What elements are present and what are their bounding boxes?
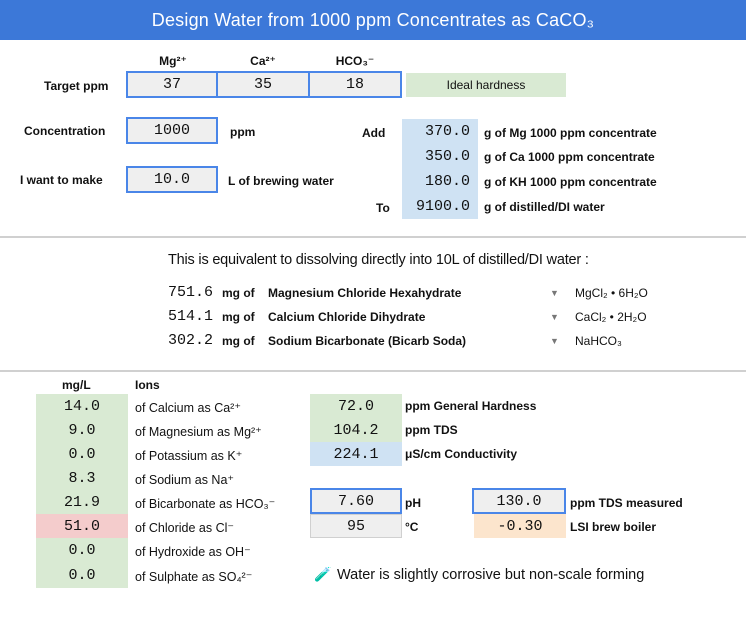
nahco3-amount: 302.2 bbox=[168, 332, 214, 349]
ion-value-chloride: 51.0 bbox=[36, 514, 128, 538]
temperature-input[interactable]: 95 bbox=[310, 514, 402, 538]
chevron-down-icon[interactable]: ▼ bbox=[550, 288, 559, 298]
ca-concentrate-amount: 350.0 bbox=[402, 144, 478, 169]
mgcl2-salt: Magnesium Chloride Hexahydrate bbox=[268, 286, 462, 300]
cacl2-unit: mg of bbox=[222, 310, 255, 324]
tds-measured-input[interactable]: 130.0 bbox=[472, 488, 566, 514]
conductivity-label: μS/cm Conductivity bbox=[405, 447, 518, 461]
mg-concentrate-amount: 370.0 bbox=[402, 119, 478, 144]
ion-value: 0.0 bbox=[36, 538, 128, 562]
chevron-down-icon[interactable]: ▼ bbox=[550, 336, 559, 346]
mgcl2-amount: 751.6 bbox=[168, 284, 214, 301]
make-label: I want to make bbox=[20, 173, 103, 187]
ion-label: of Chloride as Cl⁻ bbox=[135, 521, 234, 535]
conductivity-value: 224.1 bbox=[310, 442, 402, 466]
target-hco3-input[interactable]: 18 bbox=[308, 71, 402, 98]
section-divider bbox=[0, 236, 746, 238]
ion-label: of Bicarbonate as HCO₃⁻ bbox=[135, 497, 276, 511]
nahco3-unit: mg of bbox=[222, 334, 255, 348]
verdict-text: Water is slightly corrosive but non-scal… bbox=[337, 567, 645, 583]
tds-value: 104.2 bbox=[310, 418, 402, 442]
to-label: To bbox=[376, 201, 390, 215]
concentration-unit: ppm bbox=[230, 125, 256, 139]
tds-measured-label: ppm TDS measured bbox=[570, 496, 683, 510]
kh-concentrate-amount: 180.0 bbox=[402, 169, 478, 194]
target-mg-input[interactable]: 37 bbox=[126, 71, 218, 98]
section-divider bbox=[0, 370, 746, 372]
ion-label: of Sulphate as SO₄²⁻ bbox=[135, 570, 253, 584]
ion-value: 14.0 bbox=[36, 394, 128, 418]
add-label: Add bbox=[362, 126, 386, 140]
ion-label: of Potassium as K⁺ bbox=[135, 449, 243, 463]
equivalent-heading: This is equivalent to dissolving directl… bbox=[168, 252, 589, 268]
concentration-input[interactable]: 1000 bbox=[126, 117, 218, 144]
chevron-down-icon[interactable]: ▼ bbox=[550, 312, 559, 322]
ion-value: 0.0 bbox=[36, 442, 128, 466]
hardness-status: Ideal hardness bbox=[406, 73, 566, 97]
header-ca: Ca²⁺ bbox=[250, 54, 276, 68]
ion-value: 21.9 bbox=[36, 490, 128, 514]
target-ca-input[interactable]: 35 bbox=[216, 71, 310, 98]
temperature-label: °C bbox=[405, 520, 419, 534]
ca-concentrate-desc: g of Ca 1000 ppm concentrate bbox=[484, 150, 655, 164]
nahco3-formula[interactable]: NaHCO₃ bbox=[575, 334, 622, 348]
mg-concentrate-desc: g of Mg 1000 ppm concentrate bbox=[484, 126, 657, 140]
test-tube-icon: 🧪 bbox=[314, 566, 332, 582]
di-water-desc: g of distilled/DI water bbox=[484, 200, 605, 214]
ph-label: pH bbox=[405, 496, 421, 510]
cacl2-amount: 514.1 bbox=[168, 308, 214, 325]
make-unit: L of brewing water bbox=[228, 174, 334, 188]
ion-label: of Hydroxide as OH⁻ bbox=[135, 545, 251, 559]
cacl2-formula[interactable]: CaCl₂ • 2H₂O bbox=[575, 310, 647, 324]
header-mg: Mg²⁺ bbox=[159, 54, 187, 68]
tds-label: ppm TDS bbox=[405, 423, 458, 437]
mgcl2-unit: mg of bbox=[222, 286, 255, 300]
ion-label: of Sodium as Na⁺ bbox=[135, 473, 235, 487]
ion-value: 0.0 bbox=[36, 562, 128, 588]
mgcl2-formula[interactable]: MgCl₂ • 6H₂O bbox=[575, 286, 648, 300]
lsi-value: -0.30 bbox=[474, 514, 566, 538]
kh-concentrate-desc: g of KH 1000 ppm concentrate bbox=[484, 175, 657, 189]
ion-value: 8.3 bbox=[36, 466, 128, 490]
page-title: Design Water from 1000 ppm Concentrates … bbox=[0, 0, 746, 40]
cacl2-salt: Calcium Chloride Dihydrate bbox=[268, 310, 426, 324]
lsi-label: LSI brew boiler bbox=[570, 520, 657, 534]
ions-value-header: mg/L bbox=[62, 378, 91, 392]
ions-label-header: Ions bbox=[135, 378, 160, 392]
general-hardness-label: ppm General Hardness bbox=[405, 399, 537, 413]
header-hco3: HCO₃⁻ bbox=[335, 54, 375, 68]
ion-value: 9.0 bbox=[36, 418, 128, 442]
target-ppm-label: Target ppm bbox=[44, 79, 109, 93]
ph-input[interactable]: 7.60 bbox=[310, 488, 402, 514]
nahco3-salt: Sodium Bicarbonate (Bicarb Soda) bbox=[268, 334, 467, 348]
make-volume-input[interactable]: 10.0 bbox=[126, 166, 218, 193]
concentration-label: Concentration bbox=[24, 124, 106, 138]
general-hardness-value: 72.0 bbox=[310, 394, 402, 418]
di-water-amount: 9100.0 bbox=[402, 194, 478, 219]
ion-label: of Calcium as Ca²⁺ bbox=[135, 401, 241, 415]
ion-label: of Magnesium as Mg²⁺ bbox=[135, 425, 262, 439]
